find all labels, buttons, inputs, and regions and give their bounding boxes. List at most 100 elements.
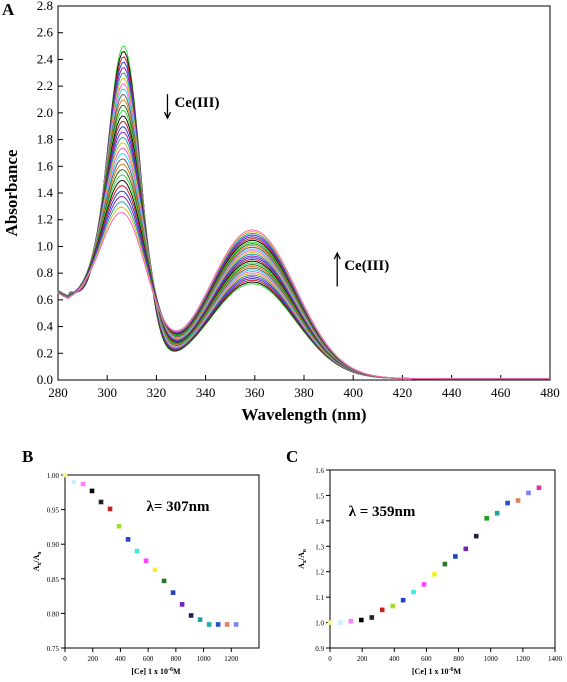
y-tick-label: 0.9 <box>315 645 324 653</box>
y-tick-label: 2.4 <box>37 51 54 66</box>
spectrum-curve <box>57 152 550 380</box>
data-point <box>338 620 343 625</box>
x-tick-label: 440 <box>442 385 462 400</box>
spectrum-curve <box>57 136 550 380</box>
data-point <box>143 558 149 564</box>
y-tick-label: 1.5 <box>315 492 324 500</box>
y-tick-label: 0.90 <box>47 541 60 549</box>
x-tick-label: 1200 <box>224 655 239 663</box>
data-point <box>215 622 221 627</box>
panel-c-scatter: 0 200 400 600 800 1000 1200 1400 0.9 1.0 1.1 1.2 1.3… <box>297 467 563 676</box>
spectrum-curve <box>57 211 550 380</box>
data-point <box>179 602 185 607</box>
data-point <box>526 490 531 496</box>
data-point <box>188 613 194 618</box>
x-tick-label: 280 <box>48 385 68 400</box>
data-point <box>411 589 416 595</box>
x-tick-label: 600 <box>143 655 154 663</box>
x-tick-label: 0 <box>63 655 67 663</box>
data-point <box>442 561 448 567</box>
y-tick-label: 2.2 <box>37 78 53 93</box>
data-point <box>206 622 212 627</box>
y-tick-label: 0.8 <box>37 265 53 280</box>
data-point <box>421 582 427 587</box>
data-point <box>390 603 395 609</box>
x-tick-label: 300 <box>97 385 117 400</box>
y-tick-label: 2.8 <box>37 0 53 13</box>
data-point <box>432 571 437 577</box>
data-point <box>473 533 479 539</box>
data-point <box>125 537 131 542</box>
panel-label-c: C <box>286 447 298 466</box>
y-tick-label: 0.6 <box>37 292 54 307</box>
x-tick-label: 380 <box>294 385 314 400</box>
x-tick-label: 1400 <box>548 655 563 663</box>
x-tick-label: 800 <box>453 655 464 663</box>
spectrum-curve <box>57 206 550 380</box>
x-tick-label: 200 <box>357 655 368 663</box>
data-point <box>233 622 239 627</box>
y-axis-label: Ax/Ao <box>297 549 308 569</box>
y-axis-label: Absorbance <box>2 149 21 236</box>
x-tick-label: 400 <box>115 655 126 663</box>
data-point <box>161 578 167 584</box>
y-tick-label: 0.2 <box>37 345 53 360</box>
y-tick-label: 0.80 <box>47 610 60 618</box>
data-point <box>107 506 113 512</box>
x-tick-label: 1200 <box>516 655 531 663</box>
up-arrow-head <box>333 251 341 260</box>
data-point <box>134 548 140 554</box>
x-tick-label: 320 <box>147 385 167 400</box>
annotation-ce-decrease: Ce(III) <box>174 95 219 111</box>
scatter-frame <box>329 469 556 649</box>
y-tick-label: 2.6 <box>37 25 54 40</box>
data-point <box>494 510 500 516</box>
spectrum-curve <box>57 147 550 380</box>
y-tick-label: 1.4 <box>315 518 324 526</box>
x-tick-label: 340 <box>196 385 216 400</box>
spectrum-curve <box>57 158 550 380</box>
y-tick-label: 1.0 <box>37 238 53 253</box>
y-tick-label: 1.0 <box>315 620 324 628</box>
data-point <box>348 619 354 624</box>
data-point <box>505 500 510 506</box>
y-tick-label: 0.0 <box>37 372 53 387</box>
x-tick-label: 1000 <box>484 655 499 663</box>
y-tick-label: 0.85 <box>47 576 60 584</box>
y-tick-label: 1.2 <box>37 212 53 227</box>
y-tick-label: 1.6 <box>37 158 54 173</box>
y-tick-label: 1.8 <box>37 132 53 147</box>
data-point <box>197 617 203 622</box>
data-point <box>327 620 333 625</box>
y-tick-label: 1.6 <box>315 467 324 475</box>
spectrum-curve <box>57 142 550 380</box>
data-point <box>170 590 176 595</box>
y-tick-label: 1.4 <box>37 185 54 200</box>
y-tick-label: 0.4 <box>37 319 54 334</box>
x-tick-label: 360 <box>245 385 265 400</box>
annotation-wavelength-b: λ= 307nm <box>146 499 210 515</box>
data-point <box>515 498 521 503</box>
y-tick-label: 2.0 <box>37 105 53 120</box>
x-tick-label: 0 <box>328 655 332 663</box>
data-point <box>400 597 406 603</box>
data-point <box>71 479 77 485</box>
panel-label-b: B <box>22 447 33 466</box>
data-point <box>369 615 375 620</box>
data-point <box>80 481 86 487</box>
y-tick-label: 1.2 <box>315 569 324 577</box>
x-tick-label: 420 <box>393 385 413 400</box>
x-tick-label: 400 <box>389 655 400 663</box>
x-tick-label: 600 <box>421 655 432 663</box>
annotation-ce-increase: Ce(III) <box>344 258 389 274</box>
data-point <box>62 472 68 478</box>
data-point <box>536 485 542 491</box>
scatter-frame <box>64 474 260 649</box>
y-tick-label: 1.3 <box>315 543 324 551</box>
spectrum-curve <box>57 201 550 380</box>
annotation-wavelength-c: λ = 359nm <box>349 504 416 520</box>
panel-label-a: A <box>2 0 15 19</box>
x-axis-label: [Ce] 1 x 10-6M <box>412 667 462 676</box>
data-point <box>224 622 230 627</box>
data-point <box>379 607 385 613</box>
